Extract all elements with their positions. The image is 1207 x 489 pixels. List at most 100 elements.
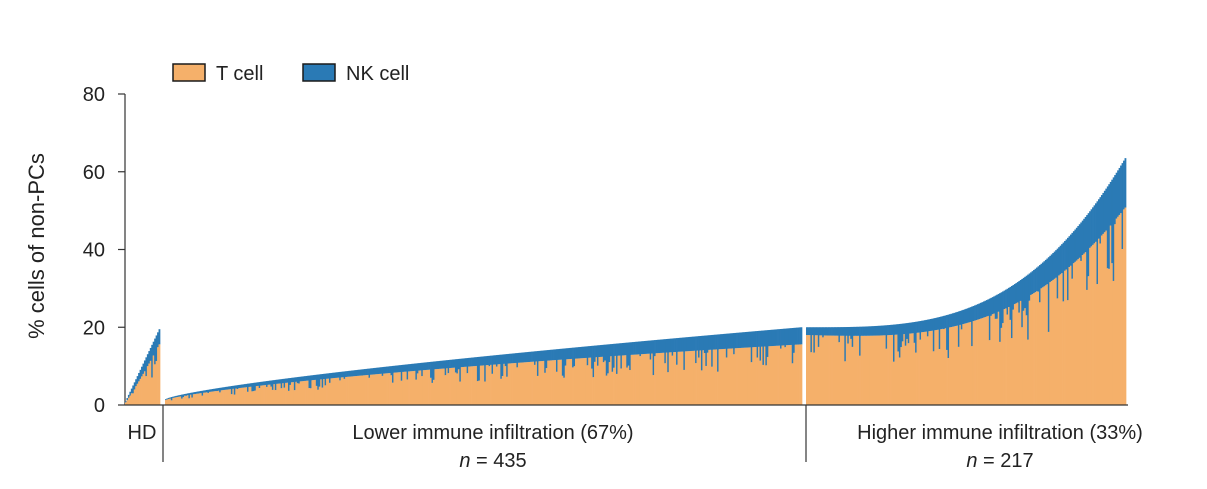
nk-cell-bar bbox=[471, 357, 473, 367]
nk-cell-bar bbox=[659, 339, 662, 353]
t-cell-bar bbox=[1083, 253, 1086, 405]
nk-cell-bar bbox=[274, 379, 277, 391]
t-cell-bar bbox=[875, 335, 878, 405]
t-cell-bar bbox=[580, 358, 583, 405]
t-cell-bar bbox=[472, 366, 475, 405]
nk-cell-bar bbox=[870, 326, 873, 336]
t-cell-bar bbox=[919, 339, 922, 405]
nk-cell-bar bbox=[268, 380, 271, 385]
t-cell-bar bbox=[233, 394, 236, 405]
t-cell-bar bbox=[971, 346, 973, 405]
nk-cell-bar bbox=[391, 365, 394, 383]
nk-cell-bar bbox=[241, 384, 243, 388]
nk-cell-bar bbox=[553, 349, 555, 361]
t-cell-bar bbox=[661, 352, 664, 405]
nk-cell-bar bbox=[308, 375, 311, 389]
t-cell-bar bbox=[526, 362, 529, 405]
nk-cell-bar bbox=[617, 343, 620, 356]
t-cell-bar bbox=[711, 366, 714, 405]
nk-cell-bar bbox=[317, 374, 320, 390]
t-cell-bar bbox=[138, 381, 140, 405]
nk-cell-bar bbox=[175, 395, 178, 398]
t-cell-bar bbox=[513, 363, 516, 405]
nk-cell-bar bbox=[922, 320, 925, 333]
nk-cell-bar bbox=[753, 331, 756, 348]
t-cell-bar bbox=[254, 390, 257, 405]
y-axis-title: % cells of non-PCs bbox=[24, 153, 49, 339]
nk-cell-bar bbox=[844, 327, 847, 362]
t-cell-bar bbox=[1071, 278, 1074, 405]
nk-cell-bar bbox=[693, 336, 696, 351]
t-cell-bar bbox=[959, 324, 962, 405]
nk-cell-bar bbox=[831, 327, 833, 336]
t-cell-bar bbox=[657, 353, 659, 405]
t-cell-bar bbox=[940, 329, 943, 405]
nk-cell-bar bbox=[746, 331, 749, 348]
t-cell-bar bbox=[963, 323, 966, 405]
t-cell-bar bbox=[668, 352, 671, 405]
nk-cell-bar bbox=[903, 323, 906, 335]
t-cell-bar bbox=[766, 356, 769, 405]
t-cell-bar bbox=[340, 377, 343, 405]
t-cell-bar bbox=[637, 354, 640, 405]
t-cell-bar bbox=[1090, 246, 1093, 405]
t-cell-bar bbox=[949, 327, 951, 405]
nk-cell-bar bbox=[326, 373, 328, 379]
t-cell-bar bbox=[548, 360, 551, 405]
t-cell-bar bbox=[279, 383, 282, 405]
t-cell-bar bbox=[271, 389, 274, 405]
nk-cell-bar bbox=[796, 327, 798, 345]
nk-cell-bar bbox=[946, 315, 948, 350]
t-cell-bar bbox=[576, 358, 579, 405]
nk-cell-bar bbox=[469, 357, 472, 367]
t-cell-bar bbox=[1002, 323, 1004, 405]
nk-cell-bar bbox=[280, 379, 283, 389]
nk-cell-bar bbox=[962, 309, 965, 325]
nk-cell-bar bbox=[845, 327, 848, 336]
nk-cell-bar bbox=[1049, 255, 1052, 283]
t-cell-bar bbox=[621, 355, 624, 405]
t-cell-bar bbox=[771, 346, 774, 405]
t-cell-bar bbox=[487, 365, 489, 405]
t-cell-bar bbox=[528, 361, 530, 405]
nk-cell-bar bbox=[610, 344, 612, 357]
nk-cell-bar bbox=[195, 391, 198, 394]
t-cell-bar bbox=[975, 320, 978, 405]
t-cell-bar bbox=[820, 335, 823, 405]
t-cell-bar bbox=[652, 375, 655, 405]
nk-cell-bar bbox=[572, 347, 574, 368]
t-cell-bar bbox=[980, 318, 982, 405]
nk-cell-bar bbox=[1111, 179, 1114, 264]
nk-cell-bar bbox=[881, 325, 884, 336]
nk-cell-bar bbox=[558, 348, 561, 360]
t-cell-bar bbox=[608, 362, 611, 405]
t-cell-bar bbox=[146, 366, 149, 405]
nk-cell-bar bbox=[526, 352, 529, 363]
t-cell-bar bbox=[741, 347, 744, 405]
nk-cell-bar bbox=[690, 336, 693, 351]
nk-cell-bar bbox=[135, 379, 138, 387]
nk-cell-bar bbox=[444, 360, 447, 376]
nk-cell-bar bbox=[813, 327, 816, 353]
nk-cell-bar bbox=[608, 344, 611, 363]
t-cell-bar bbox=[514, 362, 517, 405]
legend-label-t-cell: T cell bbox=[216, 63, 263, 85]
nk-cell-bar bbox=[953, 312, 956, 327]
nk-cell-bar bbox=[887, 325, 889, 336]
t-cell-bar bbox=[509, 363, 511, 405]
nk-cell-bar bbox=[674, 338, 677, 352]
nk-cell-bar bbox=[273, 380, 276, 385]
nk-cell-bar bbox=[532, 351, 535, 362]
nk-cell-bar bbox=[1065, 239, 1068, 270]
t-cell-bar bbox=[610, 356, 612, 405]
t-cell-bar bbox=[230, 394, 233, 405]
nk-cell-bar bbox=[130, 388, 133, 394]
t-cell-bar bbox=[1025, 315, 1028, 405]
t-cell-bar bbox=[329, 382, 331, 405]
t-cell-bar bbox=[567, 359, 570, 405]
nk-cell-bar bbox=[616, 343, 618, 374]
t-cell-bar bbox=[613, 367, 615, 405]
t-cell-bar bbox=[216, 391, 219, 405]
t-cell-bar bbox=[1102, 233, 1105, 405]
t-cell-bar bbox=[582, 358, 585, 405]
